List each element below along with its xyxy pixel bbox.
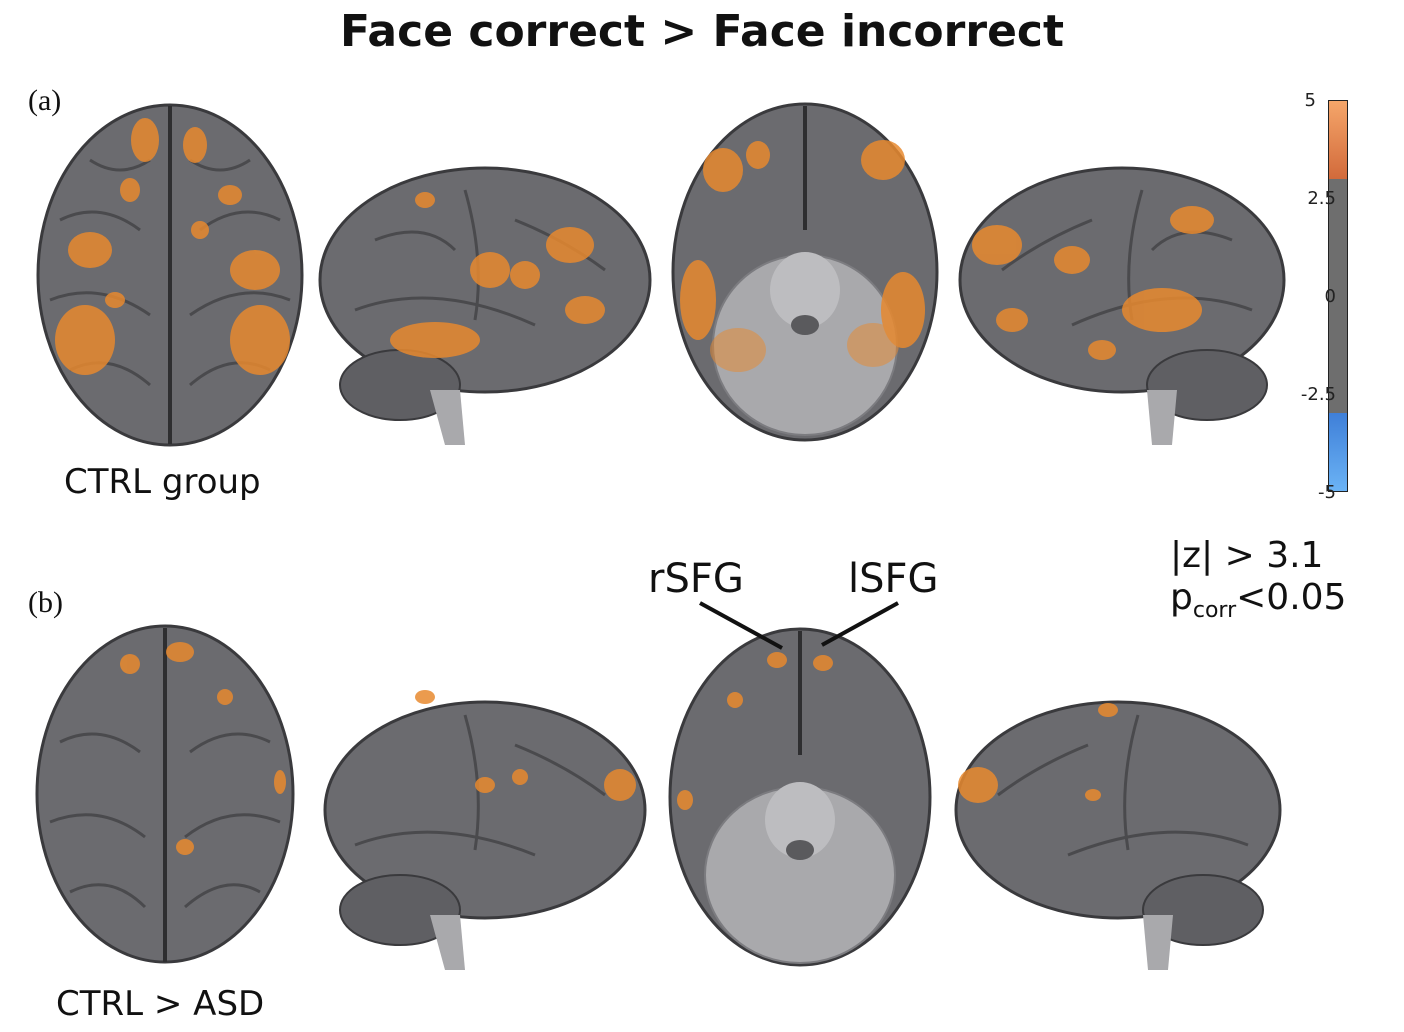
panel-a-label: (a): [28, 84, 62, 117]
brain-lateral-view-a: [318, 166, 652, 445]
rsfg-label: rSFG: [648, 556, 744, 602]
panel-b-label: (b): [28, 586, 63, 619]
brain-top-view-a: [36, 103, 304, 447]
brain-ventral-view-b: [668, 627, 932, 967]
colorbar: [1328, 100, 1348, 492]
colorbar-tick-0: 0: [1324, 286, 1336, 307]
lsfg-label: lSFG: [848, 556, 939, 602]
colorbar-tick-neg-2-5: -2.5: [1300, 384, 1336, 405]
brain-lateral-right-view-b: [954, 700, 1282, 970]
brain-lateral-right-view-a: [958, 166, 1286, 445]
brain-ventral-view-a: [671, 102, 939, 442]
brain-lateral-view-b: [323, 690, 647, 970]
ctrl-vs-asd-label: CTRL > ASD: [56, 984, 265, 1024]
figure-title: Face correct > Face incorrect: [339, 6, 1065, 57]
brain-top-view-b: [35, 624, 295, 964]
ctrl-group-label: CTRL group: [64, 462, 261, 502]
p-threshold: pcorr<0.05: [1170, 577, 1347, 624]
colorbar-tick-neg-5: -5: [1318, 482, 1336, 503]
colorbar-tick-5: 5: [1304, 90, 1316, 111]
z-threshold: |z| > 3.1: [1170, 535, 1324, 576]
colorbar-tick-2-5: 2.5: [1307, 188, 1336, 209]
